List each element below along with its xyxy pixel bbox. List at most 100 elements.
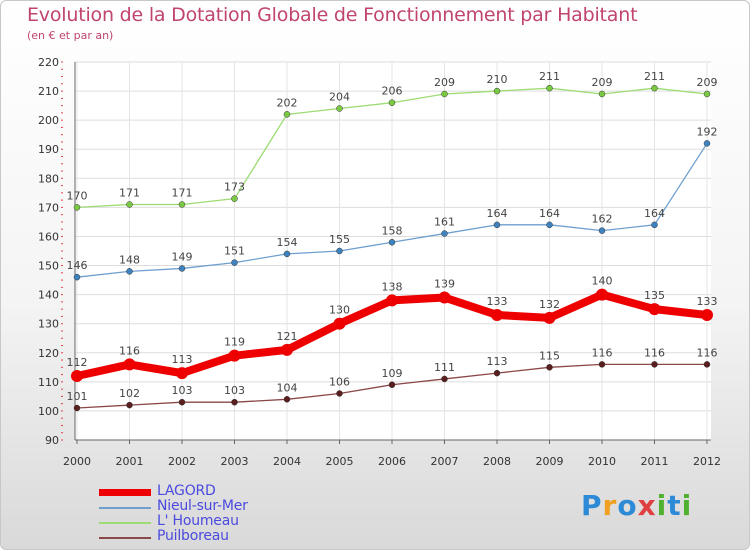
x-tick-label: 2012 (693, 455, 721, 468)
data-label: 130 (329, 304, 350, 317)
x-tick-label: 2002 (168, 455, 196, 468)
data-point (283, 250, 291, 258)
data-point (438, 291, 451, 304)
data-point (701, 308, 713, 321)
y-tick-label: 220 (38, 56, 59, 69)
y-tick-label: 110 (38, 376, 59, 389)
data-label: 146 (67, 259, 88, 272)
y-tick-label: 100 (38, 405, 59, 418)
data-point (598, 361, 606, 368)
legend-label: L' Houmeau (157, 513, 239, 529)
logo-letter: r (602, 489, 618, 522)
data-point (598, 227, 606, 234)
data-point (388, 381, 396, 389)
data-label: 149 (172, 250, 193, 263)
data-point (283, 396, 291, 403)
data-label: 121 (277, 330, 298, 343)
data-point (388, 239, 396, 246)
data-point (231, 398, 238, 406)
data-label: 162 (592, 213, 613, 226)
data-label: 140 (592, 275, 613, 288)
data-label: 103 (224, 384, 245, 397)
data-label: 192 (697, 125, 718, 138)
data-label: 204 (329, 91, 350, 104)
data-point (71, 370, 83, 383)
data-point (546, 364, 553, 371)
data-point (73, 204, 81, 211)
data-label: 210 (487, 73, 508, 86)
data-label: 109 (382, 367, 403, 380)
y-tick-label: 90 (45, 434, 59, 447)
data-point (176, 367, 188, 380)
data-label: 209 (697, 76, 718, 89)
data-label: 209 (592, 76, 613, 89)
data-point (336, 247, 343, 255)
y-tick-label: 120 (38, 347, 59, 360)
data-label: 148 (119, 253, 140, 266)
y-tick-label: 180 (38, 172, 59, 185)
data-label: 211 (644, 70, 665, 83)
logo-letter: x (637, 489, 657, 522)
x-tick-label: 2010 (588, 455, 616, 468)
data-point (493, 221, 501, 229)
data-point (493, 87, 501, 95)
data-point (491, 308, 503, 321)
chart-subtitle: (en € et par an) (27, 29, 114, 42)
data-label: 113 (487, 355, 508, 368)
data-label: 104 (277, 381, 298, 394)
logo-letter: t (667, 489, 682, 522)
legend-swatch (99, 507, 151, 509)
data-point (73, 273, 81, 281)
data-point (651, 84, 658, 92)
data-point (543, 311, 556, 324)
data-point (441, 90, 448, 98)
data-point (231, 195, 238, 202)
data-point (178, 201, 186, 208)
data-label: 116 (119, 344, 140, 357)
data-label: 115 (539, 349, 560, 362)
x-tick-label: 2004 (273, 455, 301, 468)
data-label: 161 (434, 216, 455, 229)
x-tick-label: 2005 (326, 455, 354, 468)
data-point (126, 201, 133, 208)
legend-swatch (99, 522, 151, 524)
data-label: 135 (644, 289, 665, 302)
x-tick-label: 2000 (63, 455, 91, 468)
x-tick-label: 2011 (641, 455, 669, 468)
data-point (178, 265, 186, 272)
data-label: 173 (224, 181, 245, 194)
data-label: 211 (539, 70, 560, 83)
data-label: 206 (382, 85, 403, 98)
logo-letter: o (617, 489, 638, 522)
data-label: 102 (119, 387, 140, 400)
data-point (651, 221, 658, 229)
data-point (126, 401, 133, 409)
data-label: 164 (487, 207, 508, 220)
legend-swatch (99, 537, 151, 539)
data-label: 106 (329, 375, 350, 388)
data-point (123, 358, 136, 371)
data-label: 113 (172, 353, 193, 366)
x-tick-label: 2007 (431, 455, 459, 468)
x-tick-label: 2006 (378, 455, 406, 468)
data-point (703, 361, 711, 368)
data-label: 119 (224, 336, 245, 349)
logo-letter: i (656, 489, 668, 522)
x-tick-label: 2003 (221, 455, 249, 468)
y-tick-label: 200 (38, 114, 59, 127)
data-label: 103 (172, 384, 193, 397)
data-label: 139 (434, 278, 455, 291)
data-point (546, 221, 553, 229)
data-label: 133 (697, 295, 718, 308)
data-label: 170 (67, 189, 88, 202)
y-tick-label: 160 (38, 230, 59, 243)
data-point (73, 404, 81, 412)
data-label: 133 (487, 295, 508, 308)
data-point (283, 111, 291, 118)
data-label: 158 (382, 224, 403, 237)
data-point (493, 369, 501, 377)
data-label: 155 (329, 233, 350, 246)
data-label: 164 (644, 207, 665, 220)
data-point (546, 84, 553, 92)
